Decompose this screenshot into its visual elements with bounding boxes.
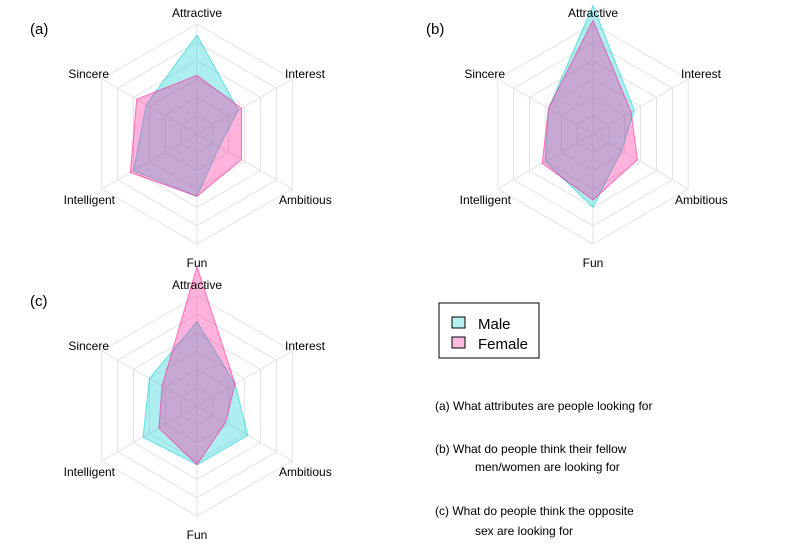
- note-c-line1: (c) What do people think the opposite: [435, 504, 634, 518]
- axis-label-fun: Fun: [187, 528, 208, 542]
- radar-panel-a: Attractive Interest Ambitious Fun Intelligen…: [30, 6, 332, 270]
- axis-label-intelligent: Intelligent: [64, 465, 116, 479]
- axis-label-attractive: Attractive: [172, 6, 222, 20]
- legend-swatch-female: [451, 336, 466, 349]
- axis-label-attractive: Attractive: [568, 6, 618, 20]
- axis-label-attractive: Attractive: [172, 278, 222, 292]
- note-b-line2: men/women are looking for: [475, 460, 620, 474]
- grid-spoke: [592, 78, 689, 135]
- axis-label-interest: Interest: [285, 339, 326, 353]
- axis-label-sincere: Sincere: [68, 67, 109, 81]
- legend-label-male: Male: [478, 316, 511, 333]
- note-a: (a) What attributes are people looking f…: [435, 399, 652, 413]
- legend: Male Female: [438, 302, 540, 359]
- axis-label-intelligent: Intelligent: [64, 193, 116, 207]
- axis-label-interest: Interest: [681, 67, 722, 81]
- axis-label-ambitious: Ambitious: [279, 465, 332, 479]
- series-area-female: [541, 19, 638, 201]
- radar-panel-b: Attractive Interest Ambitious Fun Intelligen…: [426, 4, 728, 270]
- series-area-female: [129, 74, 242, 197]
- axis-label-interest: Interest: [285, 67, 326, 81]
- axis-label-fun: Fun: [187, 256, 208, 270]
- series-area-female: [158, 264, 236, 466]
- grid-spoke: [101, 78, 198, 135]
- legend-swatch-male: [451, 316, 466, 329]
- radar-panel-c: Attractive Interest Ambitious Fun Intelligen…: [30, 264, 332, 542]
- note-c-line2: sex are looking for: [475, 524, 573, 538]
- axis-label-sincere: Sincere: [464, 67, 505, 81]
- grid-spoke: [101, 133, 198, 190]
- grid-spoke: [196, 133, 293, 190]
- grid-spoke: [592, 133, 689, 190]
- grid-spoke: [196, 350, 293, 407]
- radar-panels: Attractive Interest Ambitious Fun Intelligen…: [30, 4, 728, 542]
- panel-label: (c): [30, 293, 48, 310]
- axis-label-ambitious: Ambitious: [279, 193, 332, 207]
- grid-spoke: [101, 405, 198, 462]
- caption-notes: (a) What attributes are people looking f…: [435, 399, 652, 538]
- axis-label-fun: Fun: [583, 256, 604, 270]
- axis-label-sincere: Sincere: [68, 339, 109, 353]
- panel-label: (a): [30, 21, 48, 38]
- legend-label-female: Female: [478, 336, 528, 353]
- grid-spoke: [196, 78, 293, 135]
- axis-label-intelligent: Intelligent: [460, 193, 512, 207]
- axis-label-ambitious: Ambitious: [675, 193, 728, 207]
- panel-label: (b): [426, 21, 444, 38]
- grid-spoke: [196, 405, 293, 462]
- note-b-line1: (b) What do people think their fellow: [435, 442, 627, 456]
- legend-box: [438, 302, 540, 359]
- grid-spoke: [497, 78, 594, 135]
